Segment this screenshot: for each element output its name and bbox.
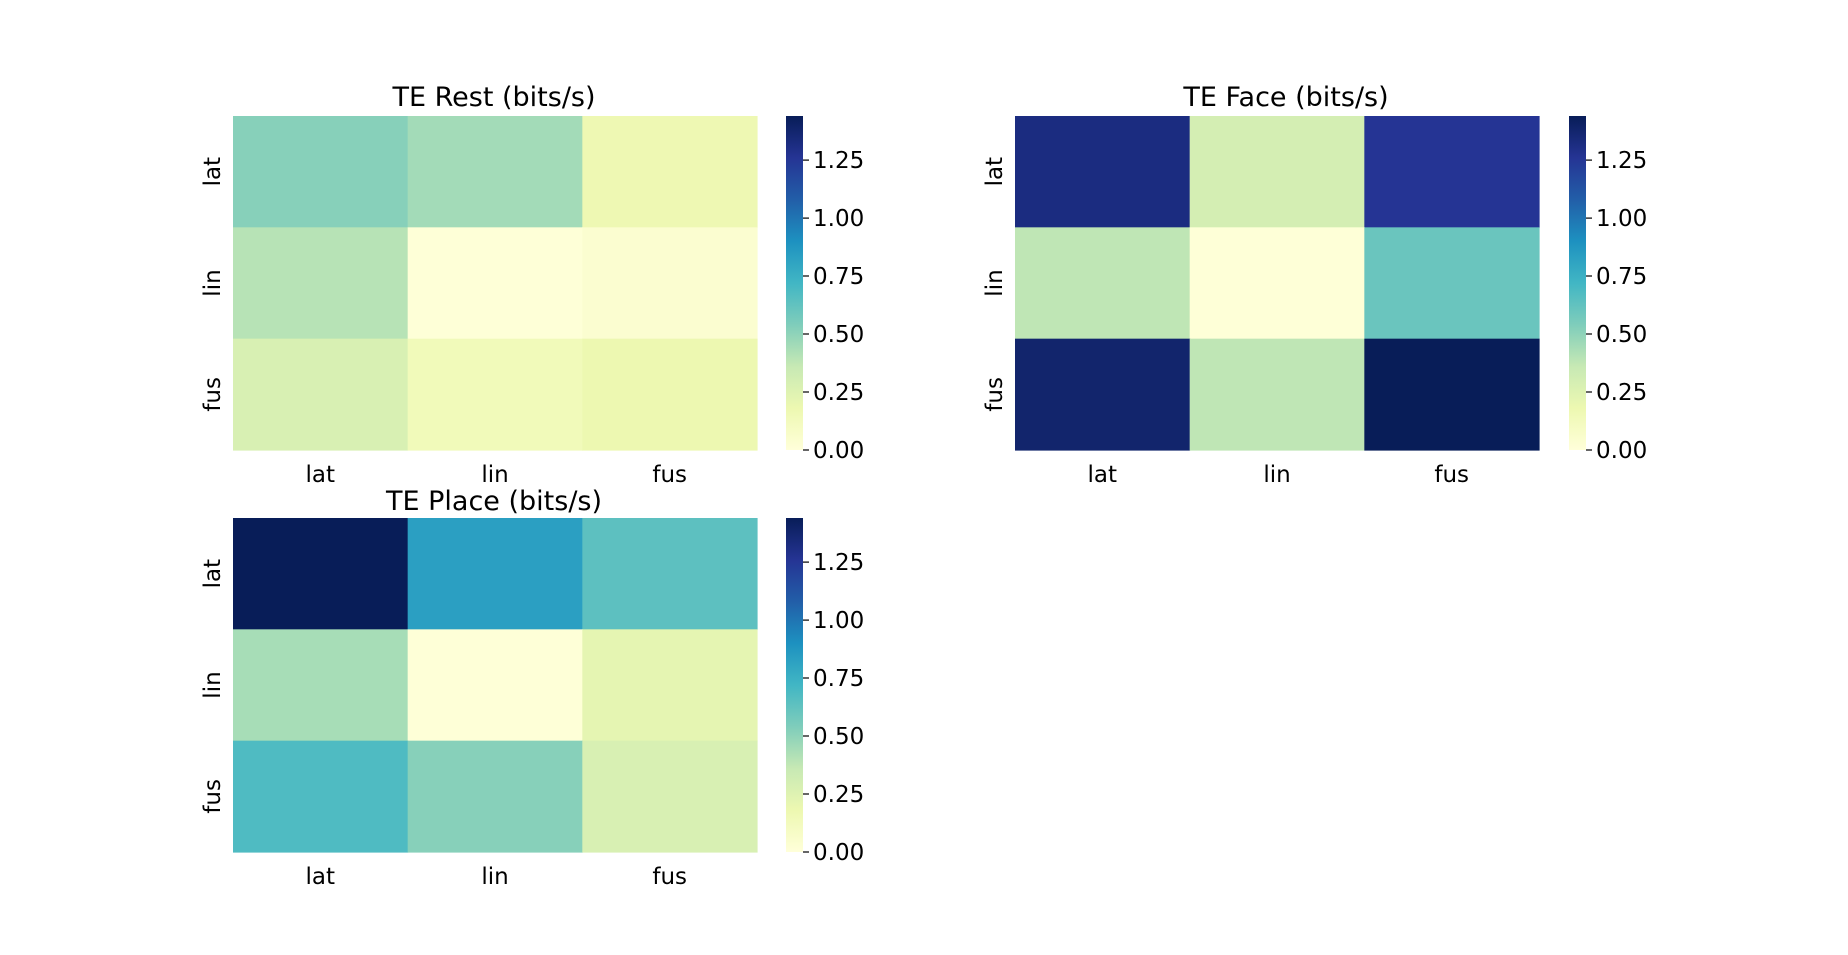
y-tick-label: lat xyxy=(982,157,1008,187)
heatmap-cell xyxy=(233,227,409,340)
x-tick-label: lat xyxy=(1088,462,1118,488)
heatmap-cells xyxy=(233,116,758,451)
heatmap-cell xyxy=(407,518,583,630)
heatmap-cell xyxy=(1364,116,1540,228)
heatmap-cell xyxy=(1015,227,1191,340)
heatmap-cell xyxy=(582,518,758,630)
colorbar-tick-label: 0.25 xyxy=(813,380,864,406)
colorbar-tick-label: 0.50 xyxy=(1596,322,1647,348)
colorbar-tick-label: 0.00 xyxy=(813,840,864,866)
x-tick-label: lat xyxy=(306,462,336,488)
colorbar-gradient xyxy=(786,518,803,852)
heatmap-cell xyxy=(582,629,758,742)
x-tick-label: fus xyxy=(652,462,687,488)
y-tick-label: fus xyxy=(982,377,1008,412)
chart-title: TE Rest (bits/s) xyxy=(391,82,595,113)
heatmap-cell xyxy=(582,227,758,340)
colorbar-tick-label: 1.25 xyxy=(1596,148,1647,174)
heatmap-cell xyxy=(1364,227,1540,340)
x-tick-label: lin xyxy=(1263,462,1290,488)
heatmap-cell xyxy=(233,740,409,853)
chart-title: TE Place (bits/s) xyxy=(385,486,602,517)
colorbar-tick-label: 1.25 xyxy=(813,148,864,174)
x-tick-labels: lat lin fus xyxy=(1088,462,1469,488)
colorbar-tick-label: 0.25 xyxy=(813,782,864,808)
y-tick-label: lin xyxy=(982,269,1008,296)
heatmap-cells xyxy=(233,518,758,853)
heatmap-cells xyxy=(1015,116,1540,451)
heatmap-cell xyxy=(233,338,409,451)
colorbar-tick-label: 0.75 xyxy=(813,264,864,290)
y-tick-label: lat xyxy=(200,559,226,589)
heatmap-rest: TE Rest (bits/s) lat lin fus lat lin fus… xyxy=(200,82,864,488)
heatmap-cell xyxy=(1364,338,1540,451)
heatmap-face: TE Face (bits/s) lat lin fus lat lin fus… xyxy=(982,82,1647,488)
heatmap-cell xyxy=(233,629,409,742)
colorbar: 0.00 0.25 0.50 0.75 1.00 1.25 xyxy=(786,518,864,866)
x-tick-label: fus xyxy=(652,864,687,890)
y-tick-labels: lat lin fus xyxy=(200,157,226,412)
heatmap-cell xyxy=(233,116,409,228)
y-tick-label: lin xyxy=(200,269,226,296)
heatmap-cell xyxy=(582,116,758,228)
heatmap-cell xyxy=(1015,116,1191,228)
colorbar-tick-label: 0.50 xyxy=(813,322,864,348)
y-tick-label: lin xyxy=(200,671,226,698)
colorbar: 0.00 0.25 0.50 0.75 1.00 1.25 xyxy=(1569,116,1647,464)
heatmap-cell xyxy=(582,338,758,451)
y-tick-labels: lat lin fus xyxy=(200,559,226,814)
heatmap-cell xyxy=(407,629,583,742)
colorbar-gradient xyxy=(786,116,803,450)
colorbar-tick-label: 0.50 xyxy=(813,724,864,750)
colorbar-tick-label: 1.00 xyxy=(813,608,864,634)
x-tick-label: lin xyxy=(481,864,508,890)
colorbar-tick-label: 0.25 xyxy=(1596,380,1647,406)
heatmap-cell xyxy=(1015,338,1191,451)
heatmap-cell xyxy=(1189,116,1365,228)
y-tick-label: fus xyxy=(200,377,226,412)
colorbar-tick-label: 1.00 xyxy=(1596,206,1647,232)
heatmap-cell xyxy=(582,740,758,853)
colorbar-tick-label: 1.25 xyxy=(813,550,864,576)
x-tick-label: lat xyxy=(306,864,336,890)
x-tick-label: fus xyxy=(1434,462,1469,488)
colorbar-tick-label: 0.00 xyxy=(813,438,864,464)
colorbar-tick-label: 1.00 xyxy=(813,206,864,232)
chart-title: TE Face (bits/s) xyxy=(1182,82,1388,113)
heatmap-cell xyxy=(407,740,583,853)
colorbar: 0.00 0.25 0.50 0.75 1.00 1.25 xyxy=(786,116,864,464)
colorbar-tick-label: 0.00 xyxy=(1596,438,1647,464)
x-tick-label: lin xyxy=(481,462,508,488)
heatmap-cell xyxy=(407,116,583,228)
heatmap-cell xyxy=(1189,338,1365,451)
heatmap-place: TE Place (bits/s) lat lin fus lat lin fu… xyxy=(200,486,864,890)
y-tick-label: fus xyxy=(200,779,226,814)
colorbar-gradient xyxy=(1569,116,1586,450)
y-tick-labels: lat lin fus xyxy=(982,157,1008,412)
y-tick-label: lat xyxy=(200,157,226,187)
x-tick-labels: lat lin fus xyxy=(306,864,687,890)
heatmap-cell xyxy=(407,227,583,340)
heatmap-cell xyxy=(1189,227,1365,340)
x-tick-labels: lat lin fus xyxy=(306,462,687,488)
colorbar-tick-label: 0.75 xyxy=(1596,264,1647,290)
colorbar-tick-label: 0.75 xyxy=(813,666,864,692)
heatmap-cell xyxy=(407,338,583,451)
heatmap-cell xyxy=(233,518,409,630)
